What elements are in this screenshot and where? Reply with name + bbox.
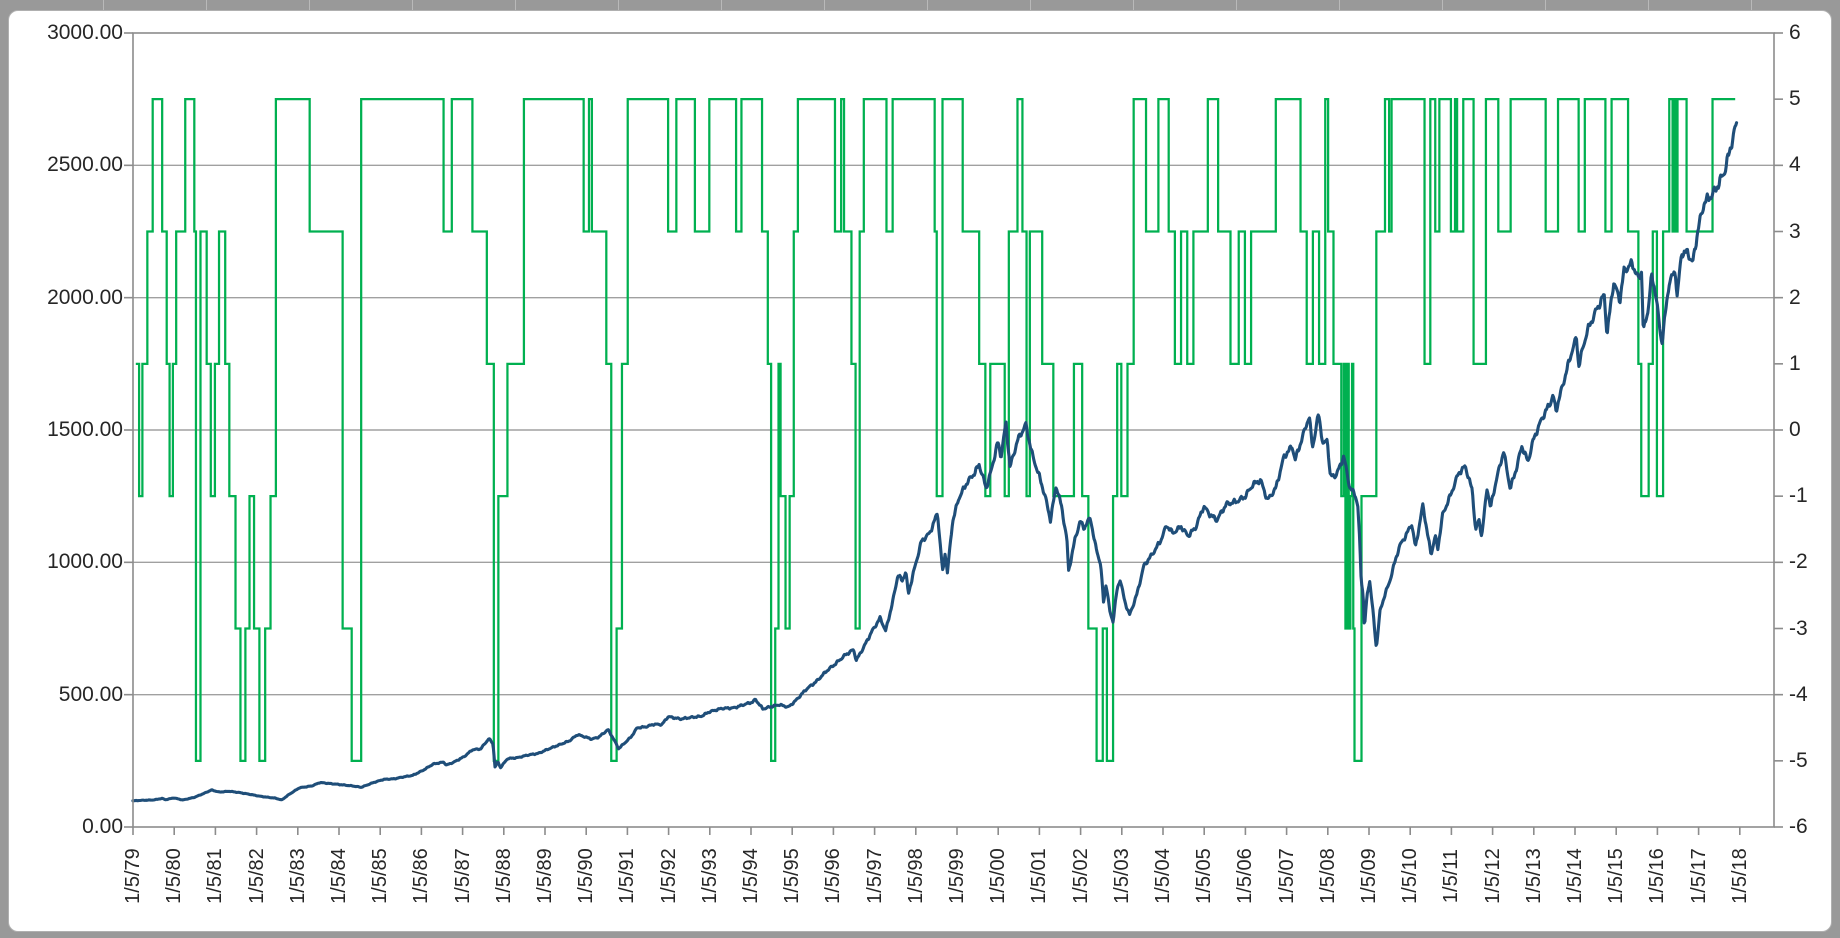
right-axis-label: 1 xyxy=(1789,351,1801,375)
chart-canvas xyxy=(124,32,1783,835)
right-axis-label: -6 xyxy=(1789,815,1808,838)
x-axis-label: 1/5/95 xyxy=(781,848,804,904)
x-axis-label: 1/5/87 xyxy=(451,848,474,904)
x-axis-label: 1/5/81 xyxy=(204,848,227,904)
right-axis-label: 0 xyxy=(1789,418,1801,441)
top-strip-gridmark xyxy=(1339,0,1340,10)
top-strip-gridmark xyxy=(103,0,104,10)
x-axis-label: 1/5/82 xyxy=(245,848,268,904)
top-strip-gridmark xyxy=(1030,0,1031,10)
top-strip-gridmark xyxy=(1751,0,1752,10)
right-axis-label: 6 xyxy=(1789,21,1801,44)
x-axis-label: 1/5/08 xyxy=(1316,848,1339,904)
top-strip-gridmark xyxy=(1648,0,1649,10)
x-axis-label: 1/5/98 xyxy=(904,848,927,904)
x-axis-label: 1/5/00 xyxy=(987,848,1010,904)
top-strip-gridmark xyxy=(824,0,825,10)
left-axis-label: 1500.00 xyxy=(47,418,123,441)
x-axis-label: 1/5/13 xyxy=(1522,848,1545,904)
x-axis-label: 1/5/93 xyxy=(698,848,721,904)
right-axis-label: 4 xyxy=(1789,153,1801,177)
x-axis-label: 1/5/16 xyxy=(1646,848,1669,904)
right-axis-label: -5 xyxy=(1789,748,1808,772)
x-axis-label: 1/5/11 xyxy=(1440,848,1463,904)
x-axis-label: 1/5/03 xyxy=(1110,848,1133,904)
top-strip-gridmark xyxy=(1545,0,1546,10)
x-axis-label: 1/5/14 xyxy=(1564,848,1586,904)
left-axis-label: 0.00 xyxy=(82,815,123,838)
right-axis-label: 2 xyxy=(1789,285,1801,309)
x-axis-label: 1/5/92 xyxy=(657,848,680,904)
x-axis-label: 1/5/84 xyxy=(328,848,350,904)
chart-frame xyxy=(8,10,1832,932)
right-axis-label: -1 xyxy=(1789,484,1808,508)
x-axis-label: 1/5/18 xyxy=(1728,848,1751,904)
right-axis-label: -3 xyxy=(1789,616,1808,640)
x-axis-label: 1/5/97 xyxy=(863,848,886,904)
x-axis-label: 1/5/91 xyxy=(616,848,639,904)
left-axis-label: 1000.00 xyxy=(47,550,123,574)
x-axis-label: 1/5/01 xyxy=(1028,848,1051,904)
x-axis-label: 1/5/07 xyxy=(1275,848,1298,904)
x-axis-label: 1/5/15 xyxy=(1605,848,1628,904)
x-axis-label: 1/5/90 xyxy=(575,848,598,904)
top-strip-gridmark xyxy=(1133,0,1134,10)
x-axis-label: 1/5/09 xyxy=(1358,848,1380,904)
top-strip-gridmark xyxy=(412,0,413,10)
top-strip-gridmark xyxy=(515,0,516,10)
top-strip-gridmark xyxy=(618,0,619,10)
x-axis-label: 1/5/96 xyxy=(822,848,845,904)
right-axis-label: -4 xyxy=(1789,682,1808,706)
x-axis-label: 1/5/04 xyxy=(1152,848,1174,904)
right-axis-label: -2 xyxy=(1789,550,1808,574)
right-axis-label: 3 xyxy=(1789,219,1801,243)
x-axis-label: 1/5/79 xyxy=(122,848,144,904)
x-axis-label: 1/5/80 xyxy=(163,848,186,904)
x-axis-label: 1/5/99 xyxy=(946,848,968,904)
x-axis-label: 1/5/02 xyxy=(1069,848,1092,904)
top-strip-gridmark xyxy=(309,0,310,10)
x-axis-label: 1/5/94 xyxy=(740,848,762,904)
plot-area xyxy=(124,32,1783,835)
price-line xyxy=(131,121,1739,803)
top-strip-gridmark xyxy=(1442,0,1443,10)
x-axis-label: 1/5/86 xyxy=(410,848,433,904)
left-axis-label: 3000.00 xyxy=(47,21,123,44)
x-axis-label: 1/5/10 xyxy=(1399,848,1422,904)
x-axis-label: 1/5/05 xyxy=(1193,848,1216,904)
top-strip-gridmark xyxy=(206,0,207,10)
top-strip-gridmark xyxy=(927,0,928,10)
x-axis-label: 1/5/06 xyxy=(1234,848,1257,904)
left-axis-label: 500.00 xyxy=(58,682,123,706)
left-axis-label: 2000.00 xyxy=(47,285,123,309)
x-axis-label: 1/5/88 xyxy=(492,848,515,904)
right-axis-label: 5 xyxy=(1789,87,1801,111)
x-axis-label: 1/5/89 xyxy=(534,848,556,904)
top-strip-gridmark xyxy=(1236,0,1237,10)
x-axis-label: 1/5/83 xyxy=(286,848,309,904)
x-axis-label: 1/5/12 xyxy=(1481,848,1504,904)
signal-line xyxy=(135,98,1736,762)
x-axis-label: 1/5/85 xyxy=(369,848,392,904)
left-axis-label: 2500.00 xyxy=(47,153,123,177)
top-strip-gridmark xyxy=(721,0,722,10)
x-axis-label: 1/5/17 xyxy=(1687,848,1710,904)
plot-border xyxy=(132,32,1775,828)
